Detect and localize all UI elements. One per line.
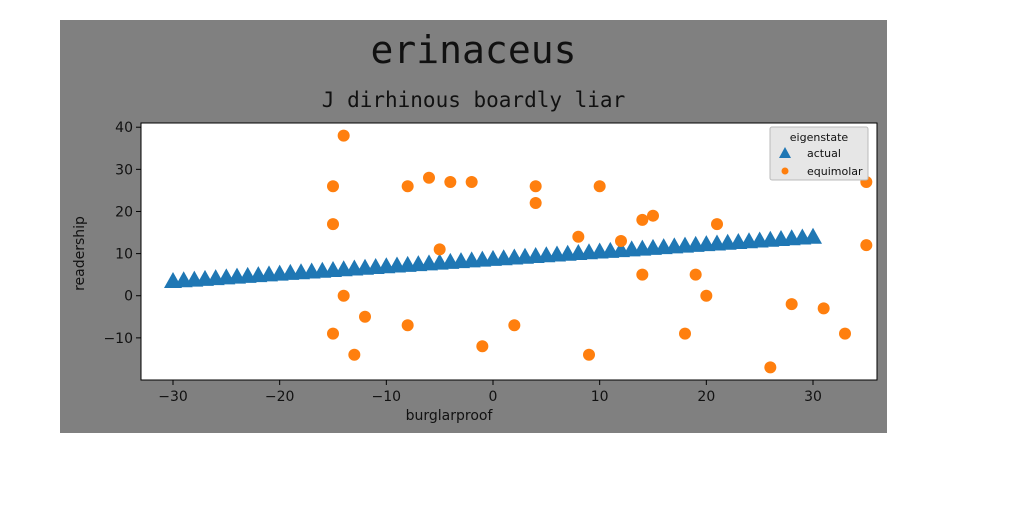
chart-svg: −30 −20 −10 0 10 20 30 −10 0 10 20 30 40 burglarproof… [72,120,878,424]
equimolar-point [785,298,798,311]
equimolar-point [465,175,478,188]
equimolar-point [444,175,457,188]
equimolar-point [529,180,542,193]
chart-subtitle: J dirhinous boardly liar [321,88,626,112]
equimolar-point [348,348,361,361]
equimolar-point [327,180,339,193]
equimolar-point [327,218,339,231]
equimolar-point [593,180,606,193]
y-tick-label: 30 [115,162,133,178]
equimolar-point [423,171,435,184]
y-tick-label: 10 [115,247,133,263]
equimolar-point [689,268,702,281]
y-tick-label: 0 [124,289,133,305]
equimolar-point [327,327,339,340]
equimolar-point [337,129,350,142]
equimolar-point [583,348,595,361]
y-tick-label: 20 [115,204,133,220]
legend-marker-equimolar [781,167,789,175]
equimolar-point [615,234,627,247]
equimolar-point [647,209,659,222]
legend-title: eigenstate [790,131,849,144]
chart-title: erinaceus [370,28,577,72]
equimolar-point [636,213,649,226]
x-axis-label: burglarproof [406,408,494,424]
legend-marker-actual [779,147,791,158]
figure-panel: erinaceus J dirhinous boardly liar −30 −2… [60,20,887,433]
x-tick-label: −20 [265,389,295,405]
plot-area [140,122,878,381]
equimolar-point [476,340,489,353]
equimolar-point [433,243,446,256]
equimolar-point [839,327,851,340]
equimolar-point [700,289,713,302]
legend-label-equimolar: equimolar [807,165,863,178]
equimolar-point [401,319,414,332]
equimolar-point [572,230,585,243]
equimolar-point [636,268,649,281]
equimolar-point [679,327,691,340]
legend-box [769,126,869,181]
equimolar-point [860,239,873,252]
x-tick-label: 0 [489,389,498,405]
x-tick-label: 20 [697,389,715,405]
y-tick-label: −10 [103,331,133,347]
x-tick-label: −10 [372,389,402,405]
y-axis-label: readership [72,216,88,291]
y-tick-label: 40 [115,120,133,136]
equimolar-point [508,319,521,332]
equimolar-point [764,361,777,374]
equimolar-point [817,302,830,315]
equimolar-point [359,310,371,323]
equimolar-point [711,218,723,231]
x-tick-label: 30 [804,389,822,405]
equimolar-point [401,180,414,193]
x-tick-label: −30 [158,389,188,405]
equimolar-point [337,289,350,302]
legend-label-actual: actual [807,147,841,160]
actual-point [804,227,822,244]
x-tick-label: 10 [591,389,609,405]
legend: eigenstate actual equimolar [769,126,869,181]
equimolar-point [529,197,542,210]
